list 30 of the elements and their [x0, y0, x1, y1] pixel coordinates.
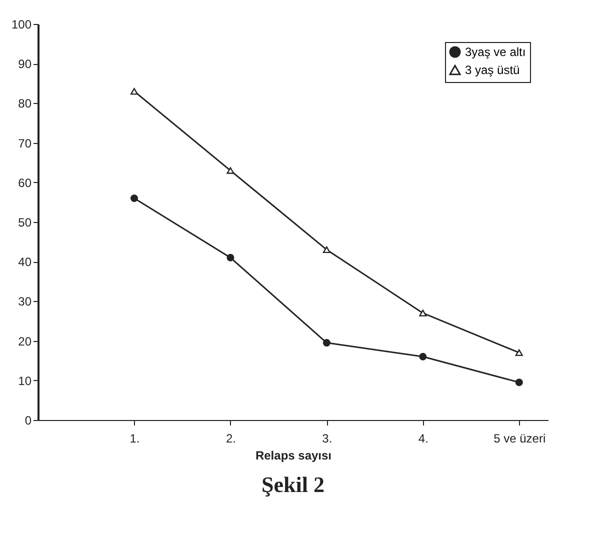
point	[322, 339, 330, 347]
text: Şekil 2	[262, 472, 324, 497]
legend-label: 3 yaş üstü	[465, 63, 520, 77]
point	[515, 378, 523, 386]
y-tick-label: 40	[18, 255, 32, 270]
y-tick-label: 10	[18, 374, 32, 388]
point	[419, 310, 427, 316]
point	[515, 349, 523, 356]
point	[130, 194, 138, 202]
y-tick-label: 100	[11, 18, 32, 32]
y-tick-label: 90	[18, 57, 32, 72]
x-tick-label: 2.	[226, 432, 236, 446]
point	[419, 352, 427, 360]
y-tick-label: 50	[18, 216, 32, 230]
point	[130, 88, 138, 95]
point	[226, 167, 234, 174]
y-tick-label: 70	[18, 136, 32, 150]
legend-label: 3yaş ve altı	[465, 45, 526, 59]
x-tick-label: 5 ve üzeri	[494, 432, 546, 446]
y-tick-label: 30	[18, 294, 32, 309]
y-tick-label: 0	[24, 414, 32, 428]
point	[322, 246, 330, 254]
y-tick-label: 80	[18, 96, 32, 111]
x-axis-title: Relaps sayısı	[255, 448, 332, 462]
point	[226, 254, 234, 262]
x-tick-label: 4.	[418, 432, 428, 446]
y-tick-label: 20	[18, 334, 32, 348]
y-tick-label: 60	[18, 176, 32, 190]
x-tick-label: 1.	[130, 432, 140, 446]
x-tick-label: 3.	[322, 432, 332, 446]
